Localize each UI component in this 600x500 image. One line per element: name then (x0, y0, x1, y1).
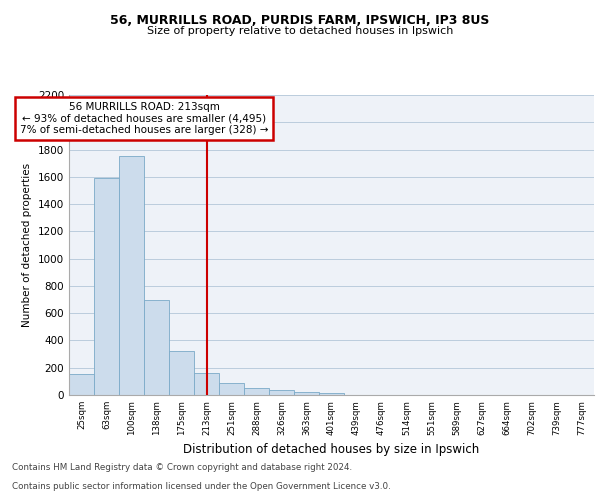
Bar (319, 393, 344, 395)
Bar (144, 300, 169, 395)
Text: Contains public sector information licensed under the Open Government Licence v3: Contains public sector information licen… (12, 482, 391, 491)
Y-axis label: Number of detached properties: Number of detached properties (22, 163, 32, 327)
Text: Contains HM Land Registry data © Crown copyright and database right 2024.: Contains HM Land Registry data © Crown c… (12, 464, 352, 472)
Bar (169, 352, 194, 395)
Bar (94, 178, 119, 395)
Text: 56, MURRILLS ROAD, PURDIS FARM, IPSWICH, IP3 8US: 56, MURRILLS ROAD, PURDIS FARM, IPSWICH,… (110, 14, 490, 27)
Bar (244, 388, 269, 395)
Bar (119, 156, 144, 395)
X-axis label: Distribution of detached houses by size in Ipswich: Distribution of detached houses by size … (184, 443, 479, 456)
Text: 56 MURRILLS ROAD: 213sqm
← 93% of detached houses are smaller (4,495)
7% of semi: 56 MURRILLS ROAD: 213sqm ← 93% of detach… (20, 102, 268, 135)
Bar (294, 392, 319, 395)
Bar (194, 373, 219, 395)
Text: Size of property relative to detached houses in Ipswich: Size of property relative to detached ho… (147, 26, 453, 36)
Bar (69, 374, 94, 395)
Bar (219, 382, 244, 395)
Bar (269, 390, 294, 395)
